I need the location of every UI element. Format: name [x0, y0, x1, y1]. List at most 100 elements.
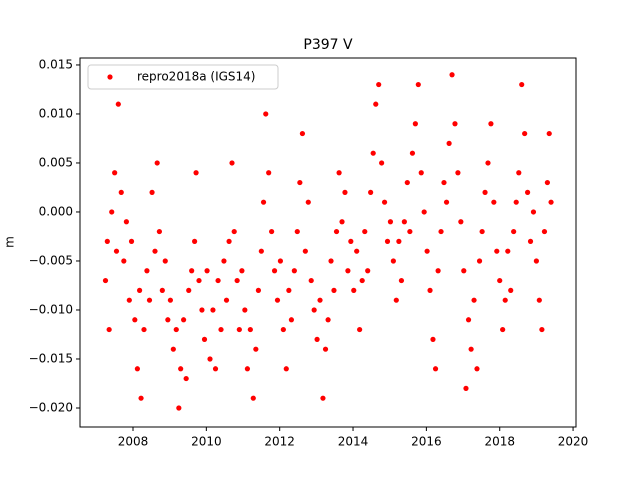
- point: [424, 248, 430, 254]
- point: [368, 189, 374, 195]
- point: [527, 238, 534, 244]
- point: [134, 366, 140, 372]
- point: [384, 238, 391, 244]
- point: [165, 317, 171, 323]
- point: [333, 228, 340, 235]
- point: [192, 238, 198, 244]
- point: [121, 258, 127, 264]
- point: [497, 277, 503, 284]
- point: [123, 219, 129, 225]
- point: [106, 326, 112, 333]
- point: [541, 228, 548, 235]
- point: [449, 72, 455, 78]
- point: [156, 228, 162, 235]
- point: [387, 219, 394, 225]
- point: [491, 199, 497, 205]
- point: [443, 199, 450, 205]
- point: [432, 366, 439, 372]
- x-tick-label: 2008: [118, 435, 149, 449]
- point: [299, 130, 306, 137]
- y-tick-label: −0.005: [29, 253, 73, 267]
- point: [280, 326, 286, 333]
- point: [226, 238, 232, 244]
- point: [548, 199, 554, 205]
- point: [390, 258, 396, 264]
- point: [461, 268, 467, 274]
- point: [407, 228, 413, 235]
- point: [314, 336, 320, 342]
- point: [401, 219, 407, 225]
- point: [519, 81, 525, 88]
- point: [452, 121, 458, 127]
- point: [516, 170, 522, 176]
- point: [221, 258, 227, 264]
- point: [474, 366, 480, 372]
- x-tick-label: 2010: [191, 435, 222, 449]
- point: [421, 209, 427, 215]
- point: [415, 81, 421, 88]
- point: [546, 130, 552, 137]
- point: [115, 101, 121, 107]
- point: [255, 287, 262, 293]
- point: [236, 326, 242, 333]
- point: [430, 336, 436, 342]
- point: [146, 297, 153, 303]
- y-axis-label: m: [3, 236, 17, 248]
- point: [297, 179, 303, 186]
- point: [247, 326, 253, 333]
- point: [458, 219, 464, 225]
- point: [173, 326, 179, 333]
- point: [176, 405, 182, 411]
- point: [201, 336, 208, 342]
- point: [539, 326, 545, 333]
- point: [302, 248, 308, 254]
- point: [260, 199, 267, 205]
- point: [479, 228, 485, 235]
- point: [250, 395, 256, 401]
- point: [274, 297, 281, 303]
- point: [446, 140, 452, 146]
- point: [128, 238, 135, 244]
- point: [154, 160, 160, 166]
- point: [476, 258, 483, 264]
- point: [231, 228, 237, 235]
- point: [463, 385, 469, 391]
- point: [455, 170, 461, 176]
- point: [118, 189, 124, 195]
- point: [286, 287, 292, 293]
- point: [242, 307, 248, 313]
- point: [141, 326, 147, 333]
- x-tick-label: 2018: [484, 435, 515, 449]
- point: [438, 228, 444, 235]
- point: [513, 199, 519, 205]
- point: [132, 317, 138, 323]
- point: [109, 209, 115, 215]
- point: [320, 395, 326, 401]
- point: [263, 111, 269, 117]
- point: [339, 219, 345, 225]
- y-tick-label: 0.000: [39, 204, 73, 218]
- point: [271, 268, 278, 274]
- point: [170, 346, 176, 352]
- point: [136, 287, 143, 293]
- chart-title: P397 V: [303, 37, 353, 53]
- point: [522, 130, 528, 137]
- x-tick-label: 2020: [558, 435, 589, 449]
- point: [234, 277, 240, 284]
- point: [322, 346, 329, 352]
- point: [239, 268, 245, 274]
- plot-frame: [79, 57, 577, 428]
- point: [207, 356, 213, 362]
- point: [294, 228, 300, 235]
- point: [370, 150, 376, 156]
- point: [325, 317, 331, 323]
- y-tick-label: −0.015: [29, 351, 73, 365]
- point: [277, 258, 284, 264]
- point: [266, 170, 272, 176]
- x-tick-label: 2012: [264, 435, 295, 449]
- point: [494, 248, 500, 254]
- point: [348, 238, 354, 244]
- point: [536, 297, 542, 303]
- point: [210, 307, 216, 313]
